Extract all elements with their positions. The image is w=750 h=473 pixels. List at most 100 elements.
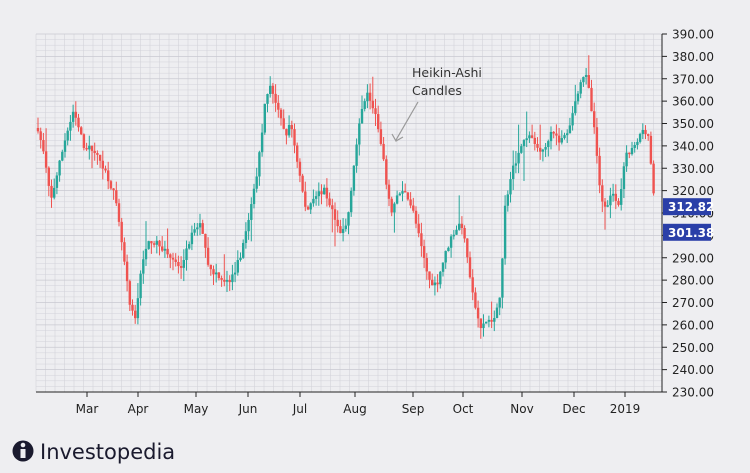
candle-body <box>36 127 40 132</box>
candle-body <box>549 131 553 142</box>
candle-body <box>279 109 283 119</box>
candle-body <box>182 259 185 268</box>
candle-up <box>352 165 356 196</box>
annotation: Heikin-Ashi Candles <box>391 65 482 142</box>
candle-up <box>622 162 626 199</box>
candle-body <box>439 271 442 285</box>
candle-body <box>552 131 555 134</box>
candle-body <box>317 191 320 197</box>
candle-up <box>606 200 609 208</box>
candle-up <box>66 127 69 146</box>
candle-body <box>533 137 536 144</box>
y-tick-label: 280.00 <box>672 274 714 288</box>
candle-down <box>404 183 407 193</box>
candle-body <box>125 261 129 282</box>
candle-down <box>649 131 653 165</box>
candle-up <box>53 178 56 200</box>
candle-down <box>590 79 593 112</box>
candle-body <box>174 259 177 262</box>
candle-body <box>44 151 48 168</box>
candle-up <box>433 276 437 296</box>
candle-up <box>560 130 563 145</box>
candle-down <box>468 251 472 279</box>
candle-body <box>414 210 418 224</box>
candle-body <box>352 165 356 191</box>
x-tick-label: Mar <box>76 402 99 416</box>
candle-up <box>611 183 615 202</box>
candle-down <box>158 240 161 256</box>
candle-body <box>69 121 72 131</box>
candle-body <box>285 128 288 136</box>
candle-body <box>58 160 61 176</box>
y-tick-label: 340.00 <box>672 139 714 153</box>
candle-up <box>439 270 442 289</box>
candle-up <box>263 103 266 135</box>
candle-down <box>425 253 428 280</box>
candle-down <box>409 192 412 209</box>
price-badge-box <box>663 223 711 241</box>
candle-up <box>487 315 491 328</box>
candle-up <box>347 211 350 235</box>
candle-up <box>517 124 520 174</box>
candle-down <box>161 236 164 253</box>
candle-body <box>61 151 64 161</box>
candle-body <box>304 191 307 207</box>
candle-up <box>155 236 158 254</box>
candle-up <box>395 190 399 205</box>
candle-body <box>609 195 612 206</box>
y-tick-label: 290.00 <box>672 251 714 265</box>
candle-down <box>406 191 410 201</box>
candle-up <box>252 183 256 209</box>
candle-down <box>166 228 169 259</box>
candle-body <box>371 100 374 109</box>
candle-up <box>61 149 64 162</box>
candle-body <box>571 113 574 126</box>
candle-body <box>498 297 501 308</box>
candle-body <box>298 161 302 176</box>
candle-up <box>638 132 642 144</box>
candle-body <box>339 226 342 234</box>
candle-body <box>582 76 585 83</box>
candle-up <box>193 222 196 236</box>
candle-down <box>296 142 299 168</box>
candle-up <box>258 150 261 186</box>
price-badge-label: 301.38 <box>668 226 714 240</box>
candle-body <box>444 251 447 263</box>
candle-body <box>188 244 191 249</box>
price-badge: 301.38 <box>663 223 714 241</box>
x-tick-label: Oct <box>453 402 474 416</box>
candle-body <box>503 205 507 259</box>
candle-down <box>271 82 275 104</box>
candle-down <box>93 142 96 161</box>
candle-down <box>47 166 50 197</box>
candle-up <box>144 221 148 266</box>
candle-down <box>463 225 466 243</box>
candle-body <box>120 221 123 243</box>
candle-down <box>298 158 302 183</box>
candle-down <box>333 202 337 247</box>
candle-body <box>312 198 315 204</box>
candle-body <box>306 206 310 210</box>
candle-up <box>563 132 566 140</box>
y-tick-label: 350.00 <box>672 117 714 131</box>
candle-up <box>493 310 496 332</box>
candle-body <box>85 147 88 150</box>
candle-body <box>576 93 580 102</box>
candle-down <box>117 198 121 227</box>
candle-down <box>476 300 480 328</box>
candle-body <box>474 292 477 308</box>
candle-body <box>425 258 428 272</box>
candle-body <box>598 155 601 186</box>
candle-up <box>260 123 264 157</box>
candle-up <box>136 283 140 325</box>
candle-down <box>44 128 48 173</box>
candle-body <box>220 278 223 280</box>
candle-body <box>517 152 520 164</box>
candle-body <box>395 195 399 204</box>
candle-down <box>179 256 183 279</box>
candle-body <box>547 141 550 148</box>
candle-body <box>568 125 572 134</box>
candle-body <box>98 154 102 161</box>
candle-down <box>209 264 212 276</box>
candle-down <box>320 184 323 205</box>
